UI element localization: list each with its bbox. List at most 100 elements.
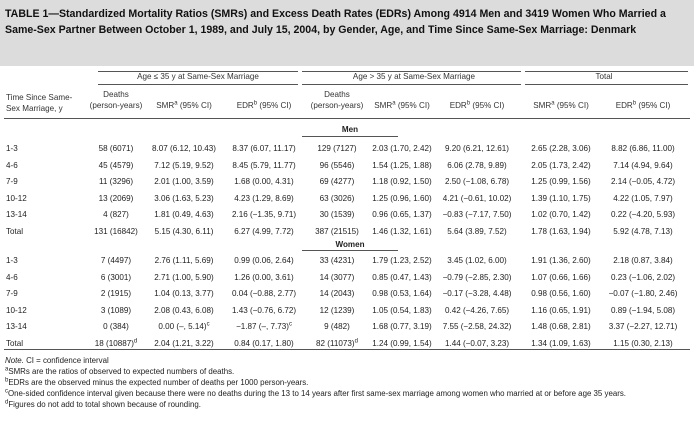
cell-edrt: 8.82 (6.86, 11.00) — [611, 144, 675, 153]
cell-smr2: 1.05 (0.54, 1.83) — [372, 305, 432, 315]
cell-d1: 7 (4497) — [100, 256, 132, 265]
cell-smrt: 1.39 (1.10, 1.75) — [531, 193, 591, 203]
cell-time: 1-3 — [6, 256, 18, 265]
rule-top-left — [98, 71, 298, 72]
cell-edr2: 1.44 (−0.07, 3.23) — [444, 339, 510, 348]
cell-smr1: 1.81 (0.49, 4.63) — [154, 210, 214, 220]
cell-d2: 14 (3077) — [319, 272, 355, 282]
cell-smrt: 1.02 (0.70, 1.42) — [531, 210, 591, 220]
rule-group-right — [525, 84, 688, 85]
cell-edr1: 0.99 (0.06, 2.64) — [234, 256, 294, 265]
cell-d2: 63 (3026) — [319, 193, 355, 203]
cell-d1: 2 (1915) — [100, 289, 132, 299]
cell-edr1: 2.16 (−1.35, 9.71) — [231, 210, 297, 220]
cell-edr2: −0.83 (−7.17, 7.50) — [442, 210, 512, 220]
cell-time: 1-3 — [6, 144, 18, 153]
cell-edrt: 0.89 (−1.94, 5.08) — [610, 305, 676, 315]
cell-edr2: 0.42 (−4.26, 7.65) — [444, 305, 510, 315]
cell-smr1: 7.12 (5.19, 9.52) — [154, 160, 214, 170]
cell-time: 4-6 — [6, 272, 18, 282]
cell-time: 7-9 — [6, 289, 18, 299]
section-label-men: Men — [341, 125, 359, 134]
cell-edr1: 1.68 (0.00, 4.31) — [234, 177, 294, 187]
cell-time: 13-14 — [6, 322, 27, 332]
cell-time: 4-6 — [6, 160, 18, 170]
cell-edrt: 5.92 (4.78, 7.13) — [613, 227, 673, 236]
group-header-age-gt35: Age > 35 y at Same-Sex Marriage — [352, 72, 476, 81]
cell-edr1: 6.27 (4.99, 7.72) — [234, 227, 294, 236]
cell-smr1: 0.00 (–, 5.14)c — [158, 321, 210, 332]
cell-smrt: 1.78 (1.63, 1.94) — [531, 227, 591, 236]
cell-time: Total — [6, 339, 24, 348]
footnote-a: aSMRs are the ratios of observed to expe… — [5, 366, 235, 376]
cell-d1: 45 (4579) — [98, 160, 134, 170]
rule-table-bottom — [4, 349, 690, 350]
cell-edrt: 0.23 (−1.06, 2.02) — [610, 272, 676, 282]
cell-edr1: 4.23 (1.29, 8.69) — [234, 193, 294, 203]
cell-edr2: 6.06 (2.78, 9.89) — [447, 160, 507, 170]
cell-smr2: 0.85 (0.47, 1.43) — [372, 272, 432, 282]
cell-d2: 30 (1539) — [319, 210, 355, 220]
cell-smr1: 8.07 (6.12, 10.43) — [152, 144, 216, 153]
cell-d1: 0 (384) — [103, 322, 129, 332]
rule-group-mid — [302, 84, 521, 85]
col-header-deaths-2-line2: (person-years) — [310, 101, 364, 110]
cell-d2: 129 (7127) — [317, 144, 357, 153]
cell-d2: 82 (11073)d — [316, 338, 358, 348]
cell-edr2: −0.79 (−2.85, 2.30) — [442, 272, 512, 282]
col-header-deaths-1-line1: Deaths — [103, 90, 129, 99]
rule-men — [302, 136, 398, 137]
cell-smr1: 2.08 (0.43, 6.08) — [154, 305, 214, 315]
cell-edr2: 5.64 (3.89, 7.52) — [447, 227, 507, 236]
cell-edr1: 1.26 (0.00, 3.61) — [234, 272, 294, 282]
cell-d1: 18 (10887)d — [94, 338, 138, 348]
cell-edr1: 8.37 (6.07, 11.17) — [232, 144, 296, 153]
cell-time: 7-9 — [6, 177, 18, 187]
cell-d2: 33 (4231) — [319, 256, 355, 265]
cell-d1: 11 (3296) — [98, 177, 134, 187]
cell-edrt: 2.18 (0.87, 3.84) — [613, 256, 673, 265]
footnotes: Note. CI = confidence interval aSMRs are… — [5, 355, 685, 410]
cell-edrt: 4.22 (1.05, 7.97) — [613, 193, 673, 203]
cell-smr2: 1.68 (0.77, 3.19) — [372, 322, 432, 332]
cell-time: 10-12 — [6, 193, 27, 203]
cell-smr2: 0.96 (0.65, 1.37) — [372, 210, 432, 220]
cell-smr2: 1.25 (0.96, 1.60) — [372, 193, 432, 203]
cell-d1: 3 (1089) — [100, 305, 132, 315]
footnote-c: cOne-sided confidence interval given bec… — [5, 388, 626, 398]
col-header-edr-1: EDRb (95% CI) — [236, 100, 292, 110]
cell-smrt: 1.48 (0.68, 2.81) — [531, 322, 591, 332]
cell-d1: 4 (827) — [103, 210, 129, 220]
cell-time: 13-14 — [6, 210, 27, 220]
cell-smr1: 2.71 (1.00, 5.90) — [154, 272, 214, 282]
cell-d2: 12 (1239) — [319, 305, 355, 315]
title-bar — [0, 0, 694, 66]
col-header-edr-total: EDRb (95% CI) — [615, 100, 671, 110]
cell-d1: 13 (2069) — [98, 193, 134, 203]
cell-smr2: 0.98 (0.53, 1.64) — [372, 289, 432, 299]
cell-d2: 387 (21515) — [315, 227, 359, 236]
cell-smr2: 1.18 (0.92, 1.50) — [372, 177, 432, 187]
cell-smrt: 2.65 (2.28, 3.06) — [531, 144, 591, 153]
col-header-smr-total: SMRa (95% CI) — [533, 100, 589, 110]
group-header-total: Total — [595, 72, 613, 81]
footnote-note: Note. CI = confidence interval — [5, 356, 109, 365]
cell-edrt: 3.37 (−2.27, 12.71) — [608, 322, 678, 332]
cell-smr2: 1.24 (0.99, 1.54) — [372, 339, 432, 348]
cell-d2: 14 (2043) — [319, 289, 355, 299]
cell-smrt: 1.25 (0.99, 1.56) — [531, 177, 591, 187]
rule-top-right — [525, 71, 688, 72]
col-header-smr-1: SMRa (95% CI) — [156, 100, 212, 110]
col-header-time-line2: Sex Marriage, y — [6, 104, 63, 113]
rule-top-mid — [302, 71, 521, 72]
cell-smr1: 2.04 (1.21, 3.22) — [154, 339, 214, 348]
section-label-women: Women — [335, 240, 365, 249]
cell-edr2: 7.55 (−2.58, 24.32) — [442, 322, 512, 332]
rule-header-bottom — [4, 118, 690, 119]
cell-edrt: −0.07 (−1.80, 2.46) — [608, 289, 678, 299]
col-header-deaths-1-line2: (person-years) — [89, 101, 143, 110]
cell-smr2: 2.03 (1.70, 2.42) — [372, 144, 432, 153]
col-header-edr-2: EDRb (95% CI) — [449, 100, 505, 110]
cell-smr2: 1.46 (1.32, 1.61) — [372, 227, 432, 236]
cell-d1: 131 (16842) — [94, 227, 138, 236]
